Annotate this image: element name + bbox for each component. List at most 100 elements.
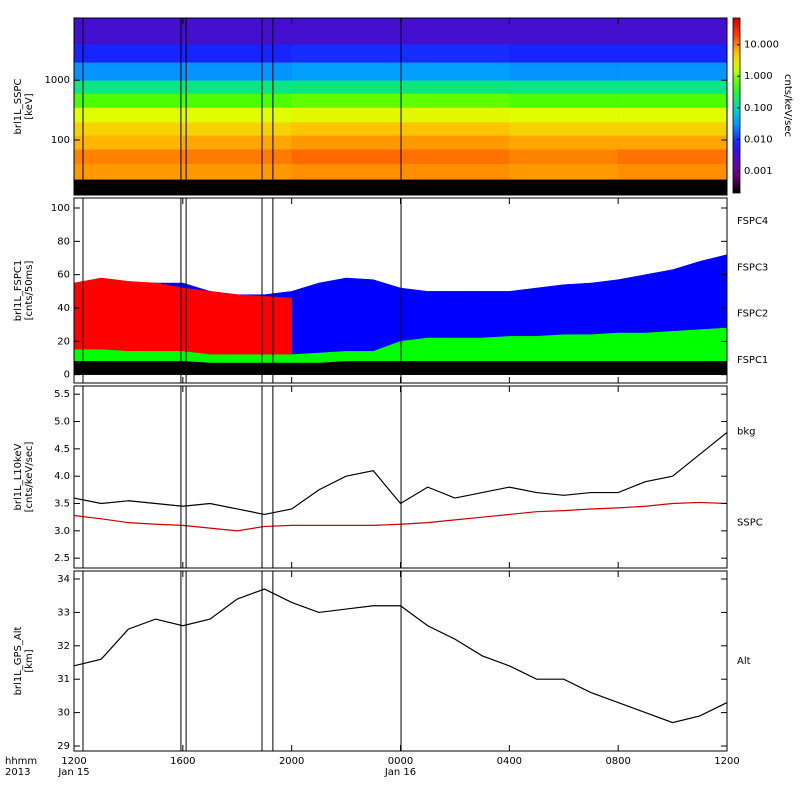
x-tick-label: 0800 [605, 756, 630, 767]
x-tick-label: 2000 [279, 756, 304, 767]
heatmap-cell [400, 149, 510, 165]
heatmap-cell [618, 149, 728, 165]
y-tick-label: 20 [57, 336, 70, 347]
line-series [73, 588, 728, 724]
heatmap-cell [618, 80, 728, 94]
y-axis-label: brl1L_L10keV [13, 443, 24, 510]
panel: Alt 29 30 31 32 33 34 brl1L_GPS_Alt [km] [13, 570, 751, 752]
y-tick-label: 5.0 [54, 417, 70, 428]
heatmap-cell [74, 44, 184, 63]
y-tick-label: 31 [57, 674, 70, 685]
heatmap-cell [509, 135, 619, 150]
y-tick-label: 29 [57, 741, 70, 752]
heatmap-cell [291, 121, 401, 136]
heatmap-cell [400, 107, 510, 123]
heatmap-cell [509, 80, 619, 94]
y-axis-label: [cnts/50ms] [24, 261, 35, 321]
panel: SSPC bkg 2.5 3.0 3.5 4.0 4.5 5.0 5.5 brl1L_L10keV… [13, 385, 763, 569]
heatmap-cell [400, 93, 510, 108]
heatmap-cell [291, 107, 401, 123]
heatmap-cell [182, 44, 292, 63]
panel: FSPC1 FSPC2 FSPC3 FSPC4 0 20 40 60 80 100 brl1L_FS… [13, 197, 768, 384]
y-tick-label: 5.5 [54, 389, 70, 400]
heatmap-cell [400, 163, 510, 180]
heatmap-cell [182, 80, 292, 94]
heatmap-cell [182, 107, 292, 123]
y-axis-label: brl1L_GPS_Alt [13, 627, 24, 696]
legend-label: FSPC4 [737, 216, 768, 227]
y-tick-label: 80 [57, 236, 70, 247]
heatmap-cell [291, 18, 401, 45]
heatmap-cell [182, 163, 292, 180]
y-tick-label: 2.5 [54, 553, 70, 564]
heatmap-cell [400, 121, 510, 136]
y-tick-label: 4.5 [54, 444, 70, 455]
heatmap-cell [182, 149, 292, 165]
x-tick-label: 0000 [388, 756, 413, 767]
heatmap-cell [618, 62, 728, 81]
heatmap-cell [182, 93, 292, 108]
heatmap-cell [182, 18, 292, 45]
colorbar-tick-label: 0.001 [744, 166, 773, 177]
heatmap-cell [400, 62, 510, 81]
y-tick-label: 40 [57, 303, 70, 314]
legend-label: SSPC [737, 518, 763, 529]
heatmap-cell [291, 62, 401, 81]
heatmap-cell [74, 135, 184, 150]
heatmap-cell [182, 135, 292, 150]
heatmap-cell [618, 107, 728, 123]
x-tick-label: 0400 [497, 756, 522, 767]
line-series [73, 431, 728, 516]
area-series [73, 277, 292, 375]
y-tick-label: 100 [51, 203, 70, 214]
heatmap-cell [509, 93, 619, 108]
heatmap-cell [291, 149, 401, 165]
heatmap-cell [74, 163, 184, 180]
colorbar-tick-label: 0.010 [744, 134, 773, 145]
heatmap-cell [291, 44, 401, 63]
heatmap-cell [400, 135, 510, 150]
date-label: Jan 16 [384, 767, 416, 778]
colorbar-tick-label: 1.000 [744, 71, 773, 82]
heatmap-cell [509, 163, 619, 180]
legend-label: Alt [737, 656, 751, 667]
colorbar-label: cnts/keV/sec [782, 74, 793, 137]
x-row-label: 2013 [5, 767, 30, 778]
y-axis-label: [cnts/keV/sec] [24, 442, 35, 513]
heatmap-cell [400, 18, 510, 45]
heatmap-cell [618, 163, 728, 180]
colorbar [732, 17, 741, 194]
y-tick-label: 1000 [45, 75, 70, 86]
heatmap-cell [509, 121, 619, 136]
heatmap-cell [618, 18, 728, 45]
heatmap-cell [182, 62, 292, 81]
heatmap-cell [291, 93, 401, 108]
heatmap-cell [182, 121, 292, 136]
heatmap-cell [291, 163, 401, 180]
line-series [73, 501, 728, 532]
heatmap-cell [74, 93, 184, 108]
colorbar-tick-label: 0.100 [744, 103, 773, 114]
heatmap-cell [74, 149, 184, 165]
heatmap-cell [74, 107, 184, 123]
heatmap-cell [618, 44, 728, 63]
y-tick-label: 0 [64, 370, 70, 381]
heatmap-cell [400, 80, 510, 94]
x-tick-label: 1200 [714, 756, 739, 767]
heatmap-cell [291, 135, 401, 150]
y-tick-label: 100 [51, 135, 70, 146]
y-axis-label: [keV] [24, 93, 35, 119]
x-tick-label: 1600 [170, 756, 195, 767]
colorbar-tick-label: 10.000 [744, 40, 779, 51]
y-tick-label: 4.0 [54, 471, 70, 482]
x-tick-label: 1200 [61, 756, 86, 767]
heatmap-cell [509, 107, 619, 123]
panel: 100 1000 brl1L_SSPC [keV] [13, 17, 728, 196]
y-axis-label: brl1L_SSPC [13, 79, 24, 135]
y-tick-label: 30 [57, 708, 70, 719]
heatmap-cell [509, 18, 619, 45]
date-label: Jan 15 [57, 767, 89, 778]
y-tick-label: 32 [57, 641, 70, 652]
